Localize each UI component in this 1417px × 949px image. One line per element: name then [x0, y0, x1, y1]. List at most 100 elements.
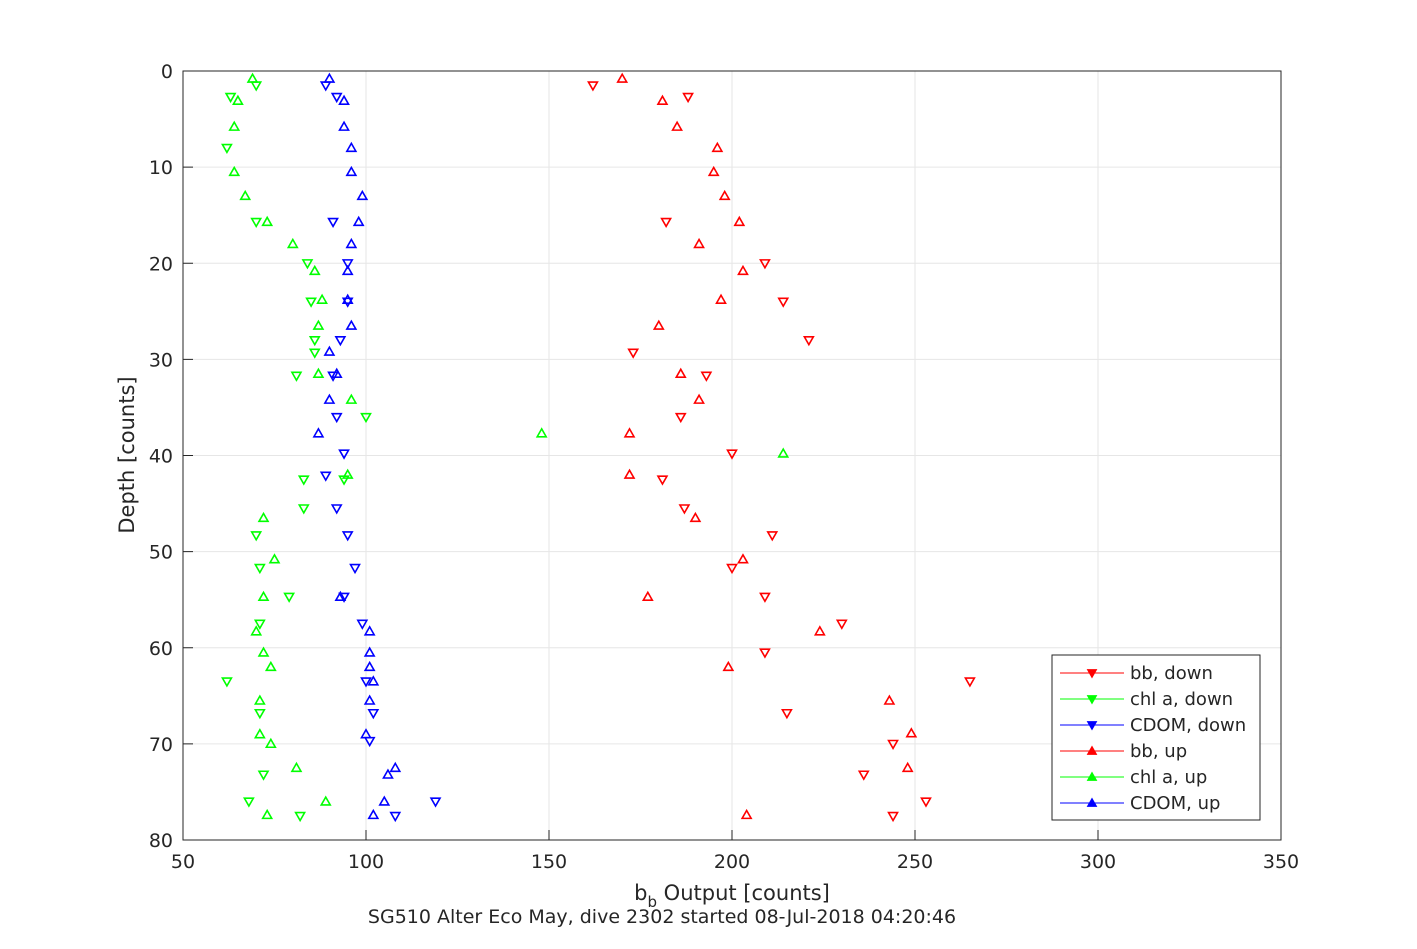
data-point [257, 511, 270, 523]
data-point [323, 72, 336, 83]
y-tick-label: 50 [149, 542, 173, 564]
data-point [345, 141, 358, 153]
x-axis-label: bb Output [counts] [634, 881, 830, 911]
data-point [341, 264, 354, 276]
data-point [330, 92, 343, 104]
data-point [246, 72, 259, 83]
chart-title: SG510 Alter Eco May, dive 2302 started 0… [368, 906, 956, 928]
data-point [363, 694, 376, 705]
data-point [363, 625, 376, 636]
data-point [726, 563, 738, 575]
data-point [587, 81, 599, 92]
data-point [327, 371, 339, 382]
x-tick-label: 200 [714, 851, 750, 873]
data-point [338, 120, 350, 131]
data-point [308, 335, 321, 347]
legend-item: CDOM, up [1060, 793, 1220, 814]
legend-item: bb, down [1060, 663, 1213, 684]
data-point [290, 371, 303, 382]
data-point [722, 660, 735, 672]
data-point [301, 259, 314, 270]
data-point [257, 590, 270, 601]
data-point [715, 293, 727, 304]
data-point [660, 217, 672, 229]
data-point [297, 475, 310, 486]
legend-box [1051, 654, 1261, 821]
series-0 [587, 81, 976, 823]
data-point [327, 217, 339, 229]
data-point [360, 412, 372, 424]
data-point [334, 335, 347, 347]
data-point [338, 592, 350, 603]
data-point [733, 215, 746, 227]
data-point [261, 215, 274, 227]
data-point [341, 468, 354, 479]
data-point [312, 367, 325, 378]
data-point [334, 590, 347, 601]
data-point [243, 797, 255, 808]
data-point [656, 475, 669, 486]
data-point [352, 215, 365, 227]
data-point [429, 797, 442, 808]
series-3 [616, 72, 918, 820]
data-point [674, 367, 687, 378]
data-point [232, 94, 244, 105]
series-5 [312, 72, 402, 820]
data-point [535, 427, 548, 438]
data-point [378, 795, 391, 806]
y-tick-label: 40 [149, 446, 173, 468]
data-point [671, 120, 683, 131]
data-point [286, 237, 299, 249]
data-point [363, 646, 376, 657]
legend-label: chl a, up [1130, 767, 1207, 788]
legend-label: CDOM, up [1130, 793, 1220, 814]
data-point [693, 393, 705, 404]
legend-marker [1086, 797, 1098, 807]
x-axis-label-rest: Output [counts] [657, 881, 830, 905]
data-point [389, 811, 402, 823]
data-point [305, 297, 317, 308]
data-point [257, 646, 270, 657]
legend: bb, down chl a, down CDOM, down bb, up chl a… [1051, 654, 1261, 821]
data-point [253, 563, 266, 575]
legend-marker [1086, 745, 1098, 755]
data-point [389, 761, 402, 773]
data-points [221, 72, 976, 823]
data-point [360, 728, 372, 739]
data-point [641, 590, 654, 601]
data-point [678, 504, 691, 515]
data-point [759, 592, 771, 603]
data-point [338, 94, 350, 105]
data-point [887, 739, 899, 750]
data-point [682, 92, 694, 104]
data-point [835, 619, 848, 630]
data-point [312, 319, 325, 330]
data-point [367, 808, 380, 820]
axis-ticks: 50 100 150 200 250 300 350 0 10 20 30 40 50 60 70 80 [149, 61, 1299, 873]
data-point [813, 625, 826, 636]
data-point [250, 217, 263, 229]
data-point [308, 348, 321, 359]
y-tick-label: 30 [149, 349, 173, 371]
data-point [360, 677, 372, 688]
data-point [781, 708, 793, 720]
data-point [382, 768, 394, 779]
data-point [294, 811, 306, 823]
data-point [221, 143, 233, 155]
data-point [616, 72, 629, 83]
legend-item: chl a, down [1060, 689, 1233, 710]
data-point [221, 677, 233, 688]
data-point [228, 165, 241, 177]
data-point [693, 237, 705, 249]
data-point [883, 694, 896, 705]
data-point [264, 660, 277, 672]
legend-label: bb, up [1130, 741, 1187, 762]
data-point [349, 563, 361, 575]
data-point [239, 189, 252, 201]
data-point [726, 449, 738, 460]
data-point [345, 237, 358, 249]
data-point [367, 708, 380, 720]
data-point [759, 648, 771, 659]
